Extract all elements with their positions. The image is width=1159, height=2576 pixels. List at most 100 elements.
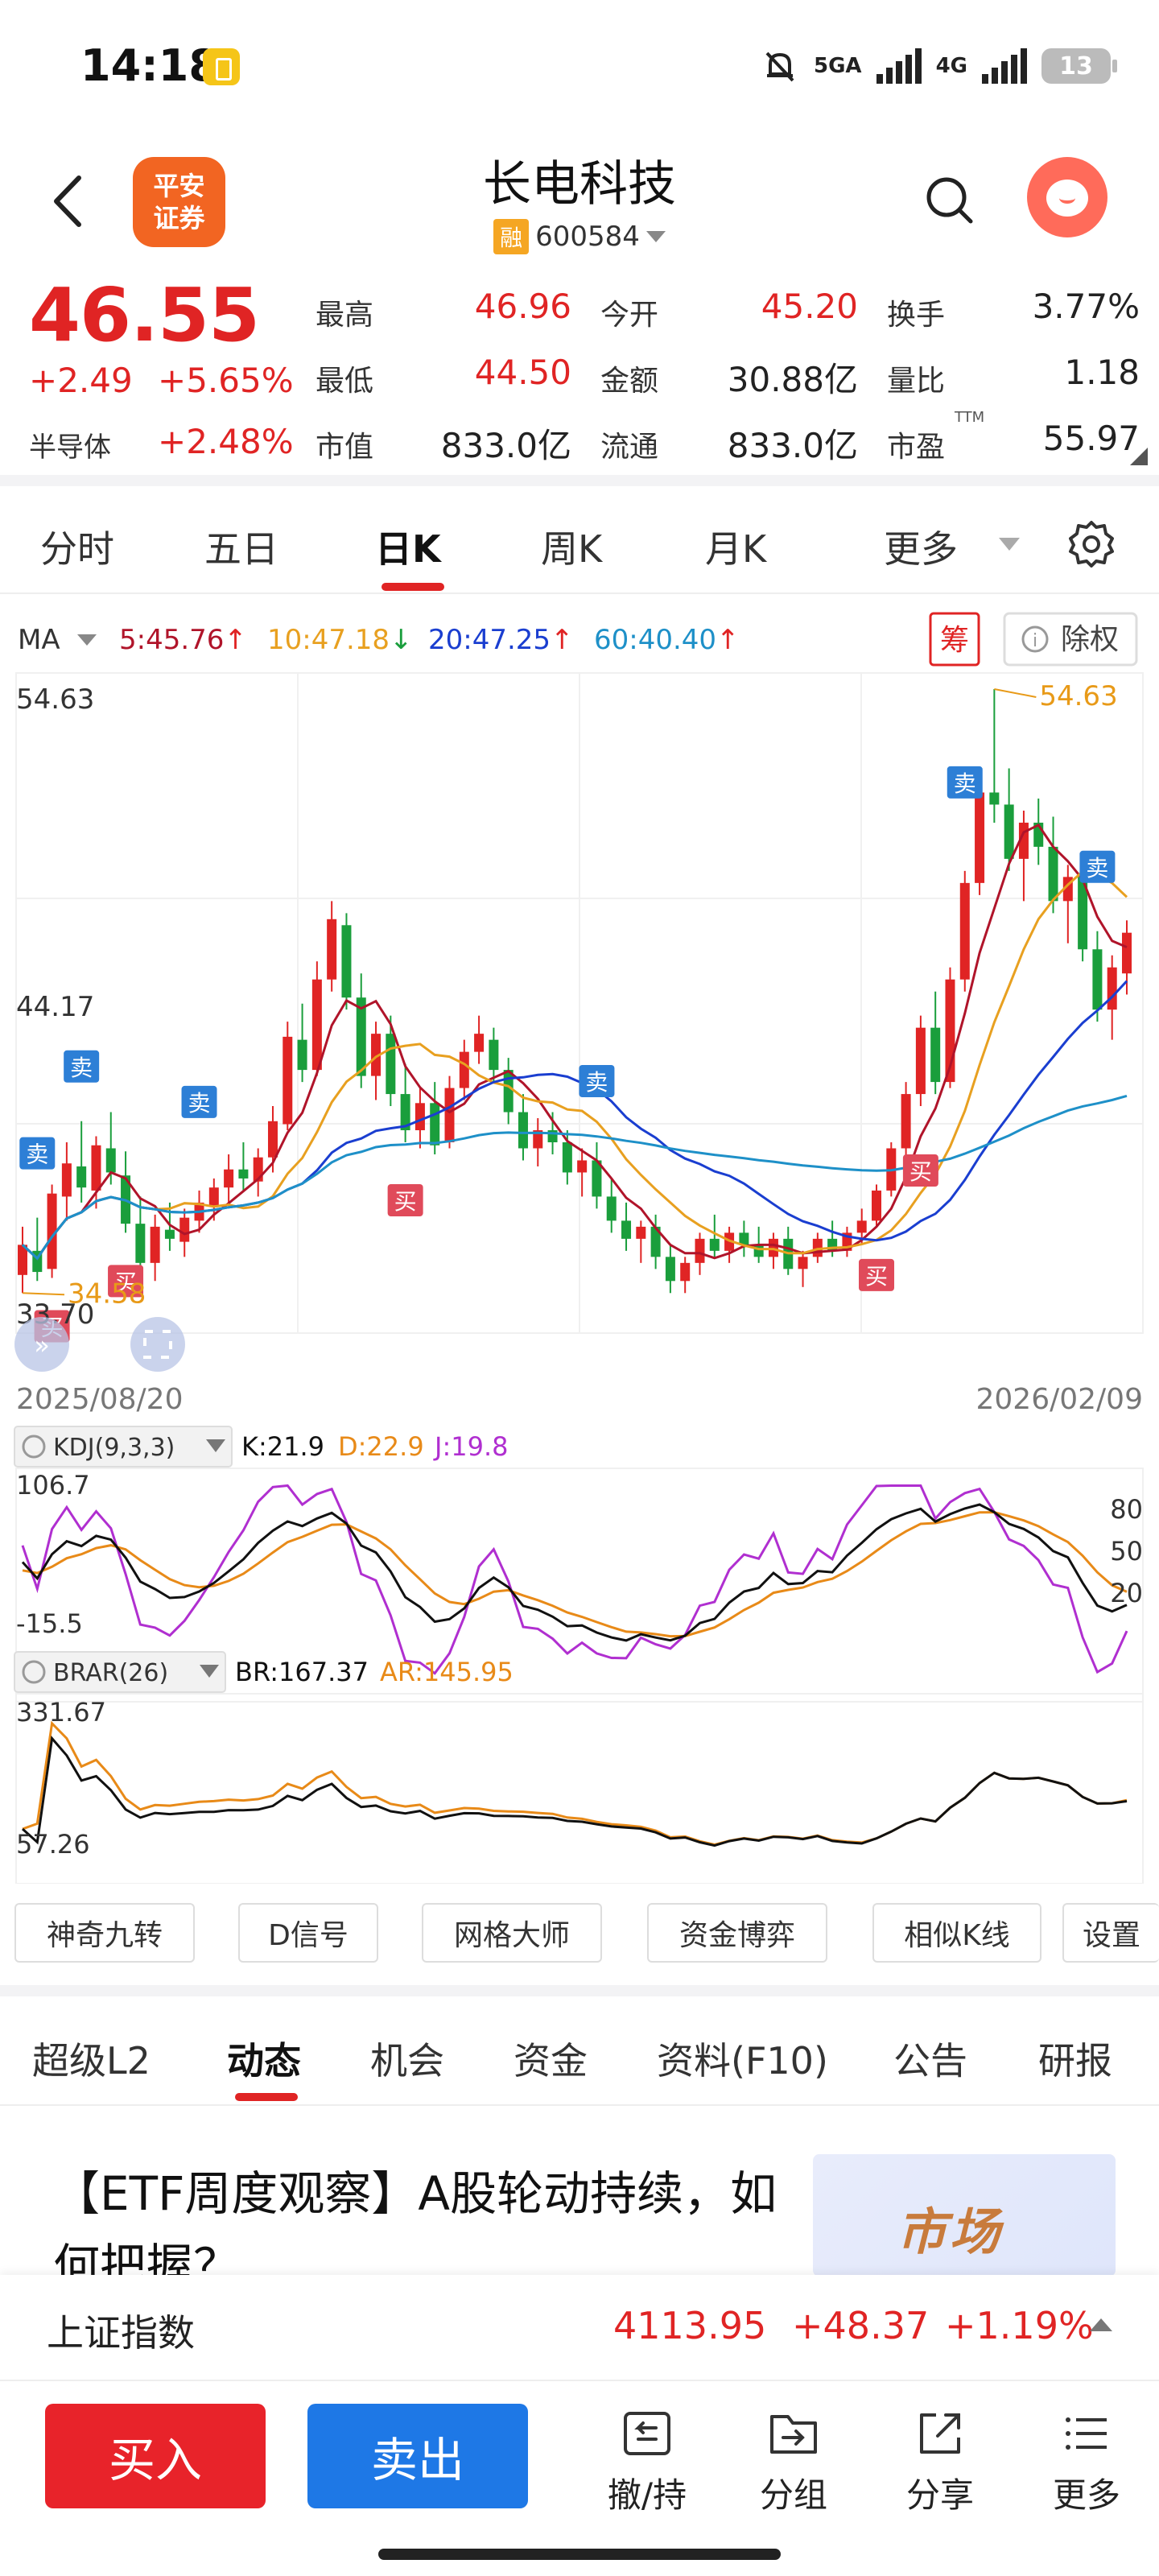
tool-similar-k[interactable]: 相似K线 [872,1903,1041,1963]
buy-button[interactable]: 买入 [45,2404,266,2508]
chevron-down-icon[interactable] [645,231,666,242]
tool-d-signal[interactable]: D信号 [238,1903,378,1963]
chip-distribution-button[interactable] [929,612,980,667]
home-indicator[interactable] [378,2549,781,2560]
buy-signal-marker[interactable] [387,1183,423,1216]
candle-body [267,1121,278,1158]
chevron-down-icon[interactable] [999,538,1020,551]
candle-body [283,1036,293,1125]
sell-signal-marker[interactable] [1079,850,1116,883]
candle-body [18,1245,27,1275]
stock-code-row[interactable]: 融 600584 [0,219,1159,254]
stat-label: 市值 [316,431,374,464]
sell-signal-marker[interactable] [579,1064,615,1097]
index-ticker-bar[interactable] [0,2275,1159,2380]
news-tab-announcements[interactable]: 公告 [893,2039,967,2083]
cancel-hold-button[interactable]: 撤/持 [591,2405,703,2526]
fullscreen-button[interactable] [130,1317,185,1372]
stat-value: 1.18 [1064,353,1140,392]
candle-body [311,979,322,1071]
ma10-value: 10:47.18↓ [267,624,413,656]
tab-intraday[interactable]: 分时 [40,527,114,571]
buy-signal-marker[interactable] [859,1258,895,1291]
chevron-down-icon [206,1439,225,1452]
x-axis-start-label: 2025/08/20 [16,1383,184,1416]
news-tab-dynamic[interactable]: 动态 [227,2039,301,2083]
signal-marker-label: 卖 [1086,855,1108,881]
kdj-tick-50: 50 [1110,1536,1143,1567]
collapse-chart-button[interactable] [14,1317,69,1372]
kdj-y-top-label: 106.7 [16,1470,90,1501]
ma-label[interactable]: MA [18,624,60,656]
candle-body [1078,877,1088,950]
tab-daily-k[interactable]: 日K [375,527,441,571]
price-change-percent: +5.65% [158,361,294,400]
tab-five-day[interactable]: 五日 [204,527,278,571]
tab-monthly-k[interactable]: 月K [705,527,767,571]
tool-magic-nine[interactable]: 神奇九转 [14,1903,195,1963]
news-headline[interactable]: 【ETF周度观察】A股轮动持续，如何把握？ [53,2166,777,2278]
share-icon [920,2413,960,2454]
kdj-tick-80: 80 [1110,1494,1143,1525]
brand-logo-line2: 证券 [153,203,205,233]
brar-selector[interactable] [14,1651,226,1693]
gear-icon[interactable] [1067,519,1116,568]
sell-signal-marker[interactable] [947,766,983,799]
sell-signal-marker[interactable] [181,1085,217,1118]
signal-marker-label: 卖 [954,770,976,797]
active-news-tab-indicator [235,2093,298,2101]
group-button[interactable]: 分组 [737,2405,850,2526]
candle-body [135,1224,146,1263]
kdj-selector[interactable] [14,1426,233,1468]
assistant-avatar[interactable] [1027,157,1107,237]
back-icon[interactable] [48,173,89,229]
stat-value: 3.77% [1032,287,1140,326]
brar-ar-line [22,1720,1128,1847]
divider [0,475,1159,486]
brar-ar-value: AR:145.95 [380,1657,514,1687]
sell-button[interactable]: 卖出 [307,2404,528,2508]
tab-more[interactable]: 更多 [884,527,958,571]
tab-weekly-k[interactable]: 周K [541,527,603,571]
ttm-note: TTM [955,409,985,426]
cancel-hold-label: 撤/持 [607,2475,687,2515]
stat-label: 换手 [887,299,946,332]
tool-grid-master[interactable]: 网格大师 [422,1903,602,1963]
chart-area[interactable]: MA 5:45.76↑ 10:47.18↓ 20:47.25↑ 60:40.40… [0,596,1159,1884]
stat-value: 45.20 [761,287,858,326]
news-thumbnail[interactable]: 市场 [813,2154,1116,2277]
news-thumbnail-text: 市场 [897,2202,1004,2261]
buy-signal-marker[interactable] [108,1265,144,1298]
signal-marker-label: 买 [909,1158,932,1185]
news-tab-opportunity[interactable]: 机会 [370,2039,444,2083]
news-tab-f10[interactable]: 资料(F10) [657,2039,828,2083]
news-tab-funds[interactable]: 资金 [514,2039,588,2083]
tool-fund-game[interactable]: 资金博弈 [647,1903,827,1963]
sector-label[interactable]: 半导体 [29,431,111,464]
buy-signal-marker[interactable] [902,1154,938,1187]
cancel-hold-icon [624,2412,670,2455]
sell-signal-marker[interactable] [19,1137,56,1170]
search-icon[interactable] [924,173,974,229]
share-button[interactable]: 分享 [884,2405,996,2526]
candle-body [208,1187,219,1206]
info-icon [1021,625,1049,653]
ma60-line [21,1094,1128,1261]
brar-panel-frame [15,1693,1144,1884]
tool-settings[interactable]: 设置 [1062,1903,1159,1963]
news-tab-l2[interactable]: 超级L2 [32,2039,151,2083]
news-tab-research[interactable]: 研报 [1038,2039,1112,2083]
expand-corner-icon[interactable] [1130,448,1148,465]
index-change-percent: +1.19% [945,2304,1094,2347]
sell-signal-marker[interactable] [64,1050,100,1083]
brar-title: BRAR(26) [53,1659,168,1687]
signal-icon [876,48,922,84]
candle-body [76,1166,87,1188]
divider [0,1985,1159,1996]
candle-body [327,919,337,980]
more-button[interactable]: 更多 [1030,2405,1143,2526]
candle-body [371,1034,382,1076]
sector-change: +2.48% [158,422,294,461]
chevron-up-icon[interactable] [1090,2318,1112,2331]
ma-dropdown-icon[interactable] [77,634,97,646]
